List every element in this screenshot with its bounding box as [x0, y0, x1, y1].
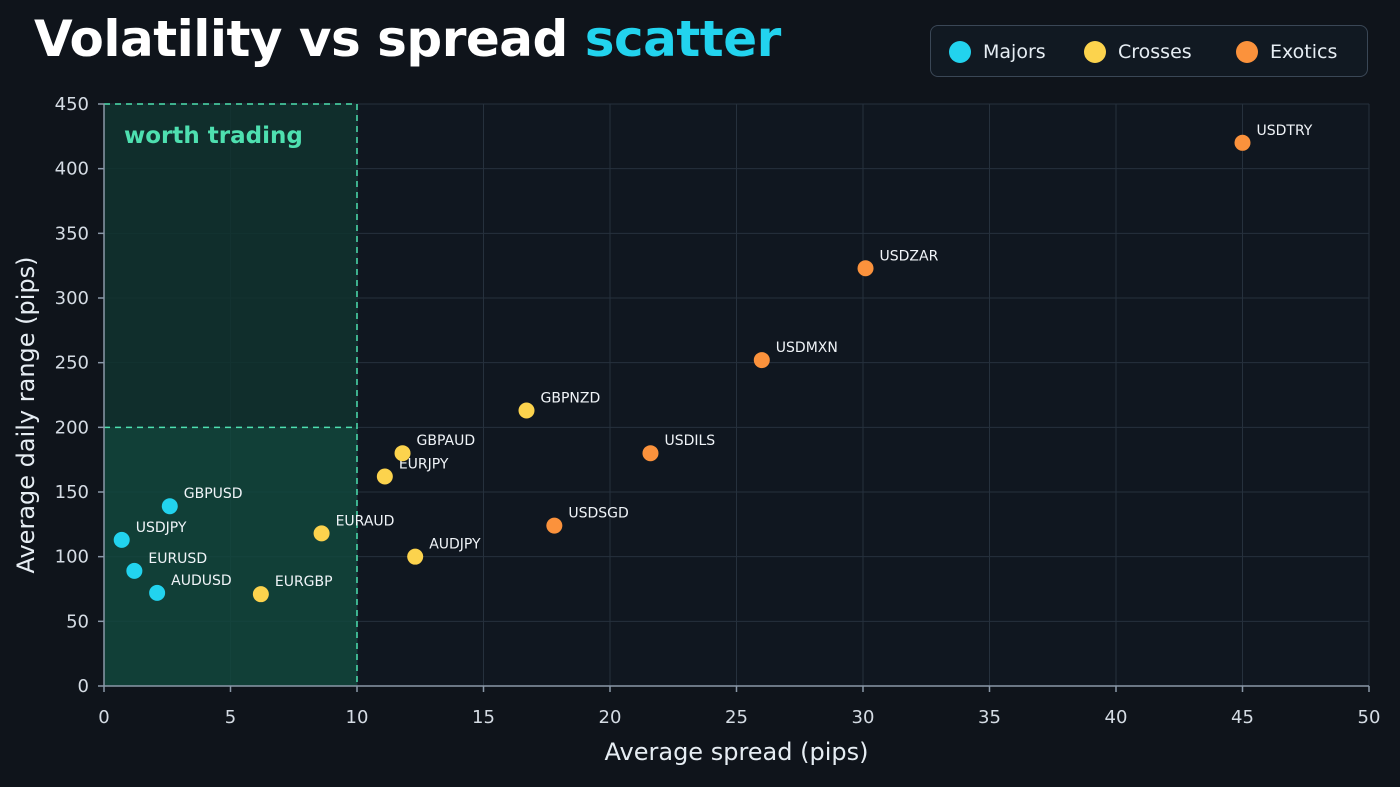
y-tick-label: 50 [66, 611, 89, 632]
y-axis-label: Average daily range (pips) [12, 256, 40, 573]
zone-fill-lower [104, 427, 357, 686]
point-usdtry[interactable] [1234, 134, 1251, 151]
point-eurjpy[interactable] [376, 468, 393, 485]
axes: 0 5 10 15 20 25 30 35 40 45 50 0 50 100 150 200 250 300 35… [55, 94, 1381, 728]
y-tick-label: 0 [78, 676, 89, 697]
x-tick-label: 20 [599, 707, 622, 728]
legend-label-crosses: Crosses [1118, 41, 1192, 63]
y-tick-label: 200 [55, 417, 89, 438]
y-tick-label: 450 [55, 94, 89, 115]
point-label-usdils: USDILS [664, 433, 715, 449]
legend-label-majors: Majors [983, 41, 1046, 63]
y-tick-label: 300 [55, 288, 89, 309]
x-tick-label: 15 [472, 707, 495, 728]
y-tick-label: 250 [55, 353, 89, 374]
x-tick-label: 25 [725, 707, 748, 728]
x-tick-label: 45 [1231, 707, 1254, 728]
point-label-usdsgd: USDSGD [568, 506, 628, 522]
chart-title: Volatility vs spread scatter [34, 10, 781, 68]
point-label-audjpy: AUDJPY [429, 537, 481, 553]
y-tick-label: 150 [55, 482, 89, 503]
zone-label: worth trading [124, 123, 303, 149]
legend-label-exotics: Exotics [1270, 41, 1338, 63]
y-tick-label: 350 [55, 223, 89, 244]
zone-fill-upper [104, 104, 357, 428]
point-label-gbpusd: GBPUSD [184, 486, 243, 502]
legend-marker-exotics [1236, 41, 1258, 63]
point-gbpusd[interactable] [161, 498, 178, 515]
point-label-gbpaud: GBPAUD [417, 433, 476, 449]
point-label-eurusd: EURUSD [148, 551, 207, 567]
point-label-eurgbp: EURGBP [275, 574, 333, 590]
point-eurusd[interactable] [126, 562, 143, 579]
legend-marker-majors [949, 41, 971, 63]
point-gbpaud[interactable] [394, 445, 411, 462]
point-label-usdtry: USDTRY [1257, 123, 1313, 139]
point-eurgbp[interactable] [252, 586, 269, 603]
legend-item-majors[interactable]: Majors [949, 26, 1046, 78]
point-usdsgd[interactable] [546, 517, 563, 534]
x-tick-label: 30 [852, 707, 875, 728]
point-label-euraud: EURAUD [336, 513, 395, 529]
y-tick-label: 400 [55, 159, 89, 180]
worth-trading-zone: worth trading [104, 103, 358, 686]
data-points: GBPUSD USDJPY EURUSD AUDUSD EURGBP EURAUD EURJ… [113, 123, 1313, 603]
chart-title-accent: scatter [584, 10, 782, 68]
x-tick-label: 40 [1105, 707, 1128, 728]
point-label-eurjpy: EURJPY [399, 456, 449, 472]
x-tick-label: 5 [225, 707, 236, 728]
point-usdjpy[interactable] [113, 531, 130, 548]
x-tick-label: 0 [98, 707, 109, 728]
x-tick-label: 10 [346, 707, 369, 728]
point-label-gbpnzd: GBPNZD [541, 391, 601, 407]
y-tick-label: 100 [55, 547, 89, 568]
x-axis-label: Average spread (pips) [605, 738, 869, 766]
x-tick-label: 50 [1358, 707, 1381, 728]
chart-title-main: Volatility vs spread [34, 10, 568, 68]
legend-marker-crosses [1084, 41, 1106, 63]
point-usdzar[interactable] [857, 260, 874, 277]
x-tick-label: 35 [978, 707, 1001, 728]
point-label-audusd: AUDUSD [171, 573, 232, 589]
chart-legend: Majors Crosses Exotics [930, 25, 1368, 77]
point-label-usdzar: USDZAR [880, 248, 939, 264]
point-usdils[interactable] [642, 445, 659, 462]
legend-item-crosses[interactable]: Crosses [1084, 26, 1192, 78]
point-audusd[interactable] [149, 584, 166, 601]
point-euraud[interactable] [313, 525, 330, 542]
point-gbpnzd[interactable] [518, 402, 535, 419]
point-label-usdjpy: USDJPY [136, 520, 187, 536]
point-usdmxn[interactable] [753, 352, 770, 369]
legend-item-exotics[interactable]: Exotics [1236, 26, 1337, 78]
point-label-usdmxn: USDMXN [776, 340, 838, 356]
point-audjpy[interactable] [407, 548, 424, 565]
